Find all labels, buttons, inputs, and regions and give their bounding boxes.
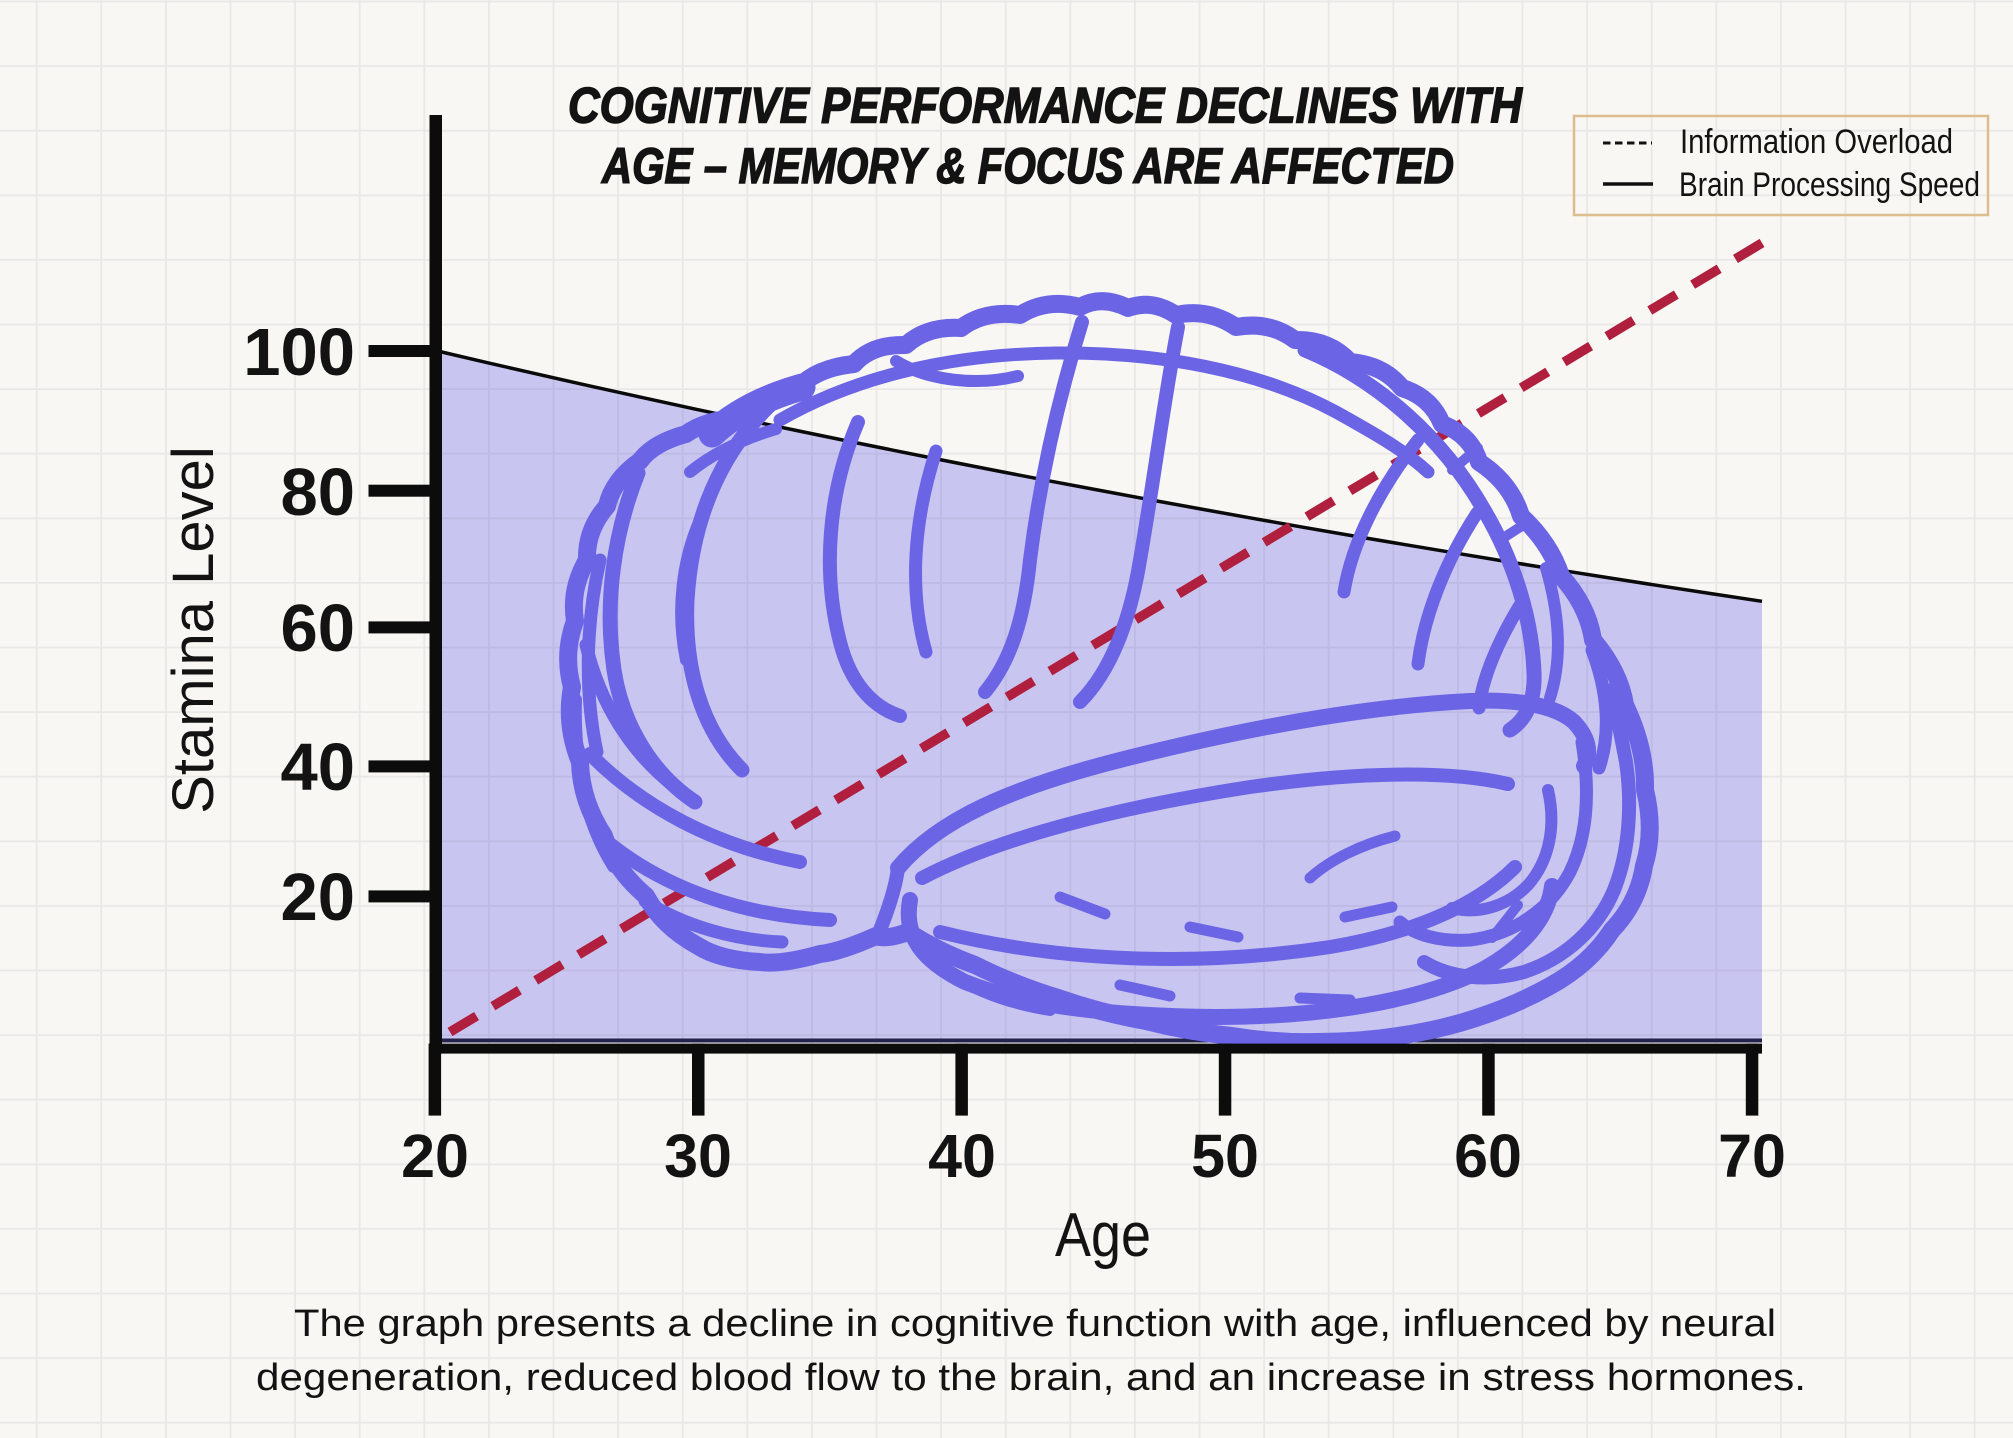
svg-text:70: 70 <box>1718 1122 1786 1190</box>
svg-text:COGNITIVE PERFORMANCE DECLINES: COGNITIVE PERFORMANCE DECLINES WITH <box>568 78 1523 134</box>
svg-text:100: 100 <box>243 315 355 390</box>
svg-text:Age: Age <box>1055 1201 1151 1270</box>
svg-text:40: 40 <box>280 730 355 805</box>
svg-text:AGE – MEMORY & FOCUS ARE AFFEC: AGE – MEMORY & FOCUS ARE AFFECTED <box>600 138 1454 194</box>
svg-text:30: 30 <box>664 1122 732 1190</box>
svg-text:60: 60 <box>280 591 355 666</box>
svg-text:degeneration, reduced blood fl: degeneration, reduced blood flow to the … <box>256 1357 1806 1399</box>
svg-text:Stamina Level: Stamina Level <box>161 446 226 814</box>
svg-text:50: 50 <box>1191 1122 1259 1190</box>
svg-text:Brain Processing Speed: Brain Processing Speed <box>1679 166 1980 204</box>
svg-text:80: 80 <box>280 455 355 530</box>
svg-text:60: 60 <box>1454 1122 1522 1190</box>
svg-text:20: 20 <box>280 860 355 935</box>
svg-text:40: 40 <box>928 1122 996 1190</box>
svg-text:20: 20 <box>401 1122 469 1190</box>
svg-text:Information Overload: Information Overload <box>1680 123 1953 161</box>
svg-text:The graph presents a decline i: The graph presents a decline in cognitiv… <box>294 1303 1776 1345</box>
